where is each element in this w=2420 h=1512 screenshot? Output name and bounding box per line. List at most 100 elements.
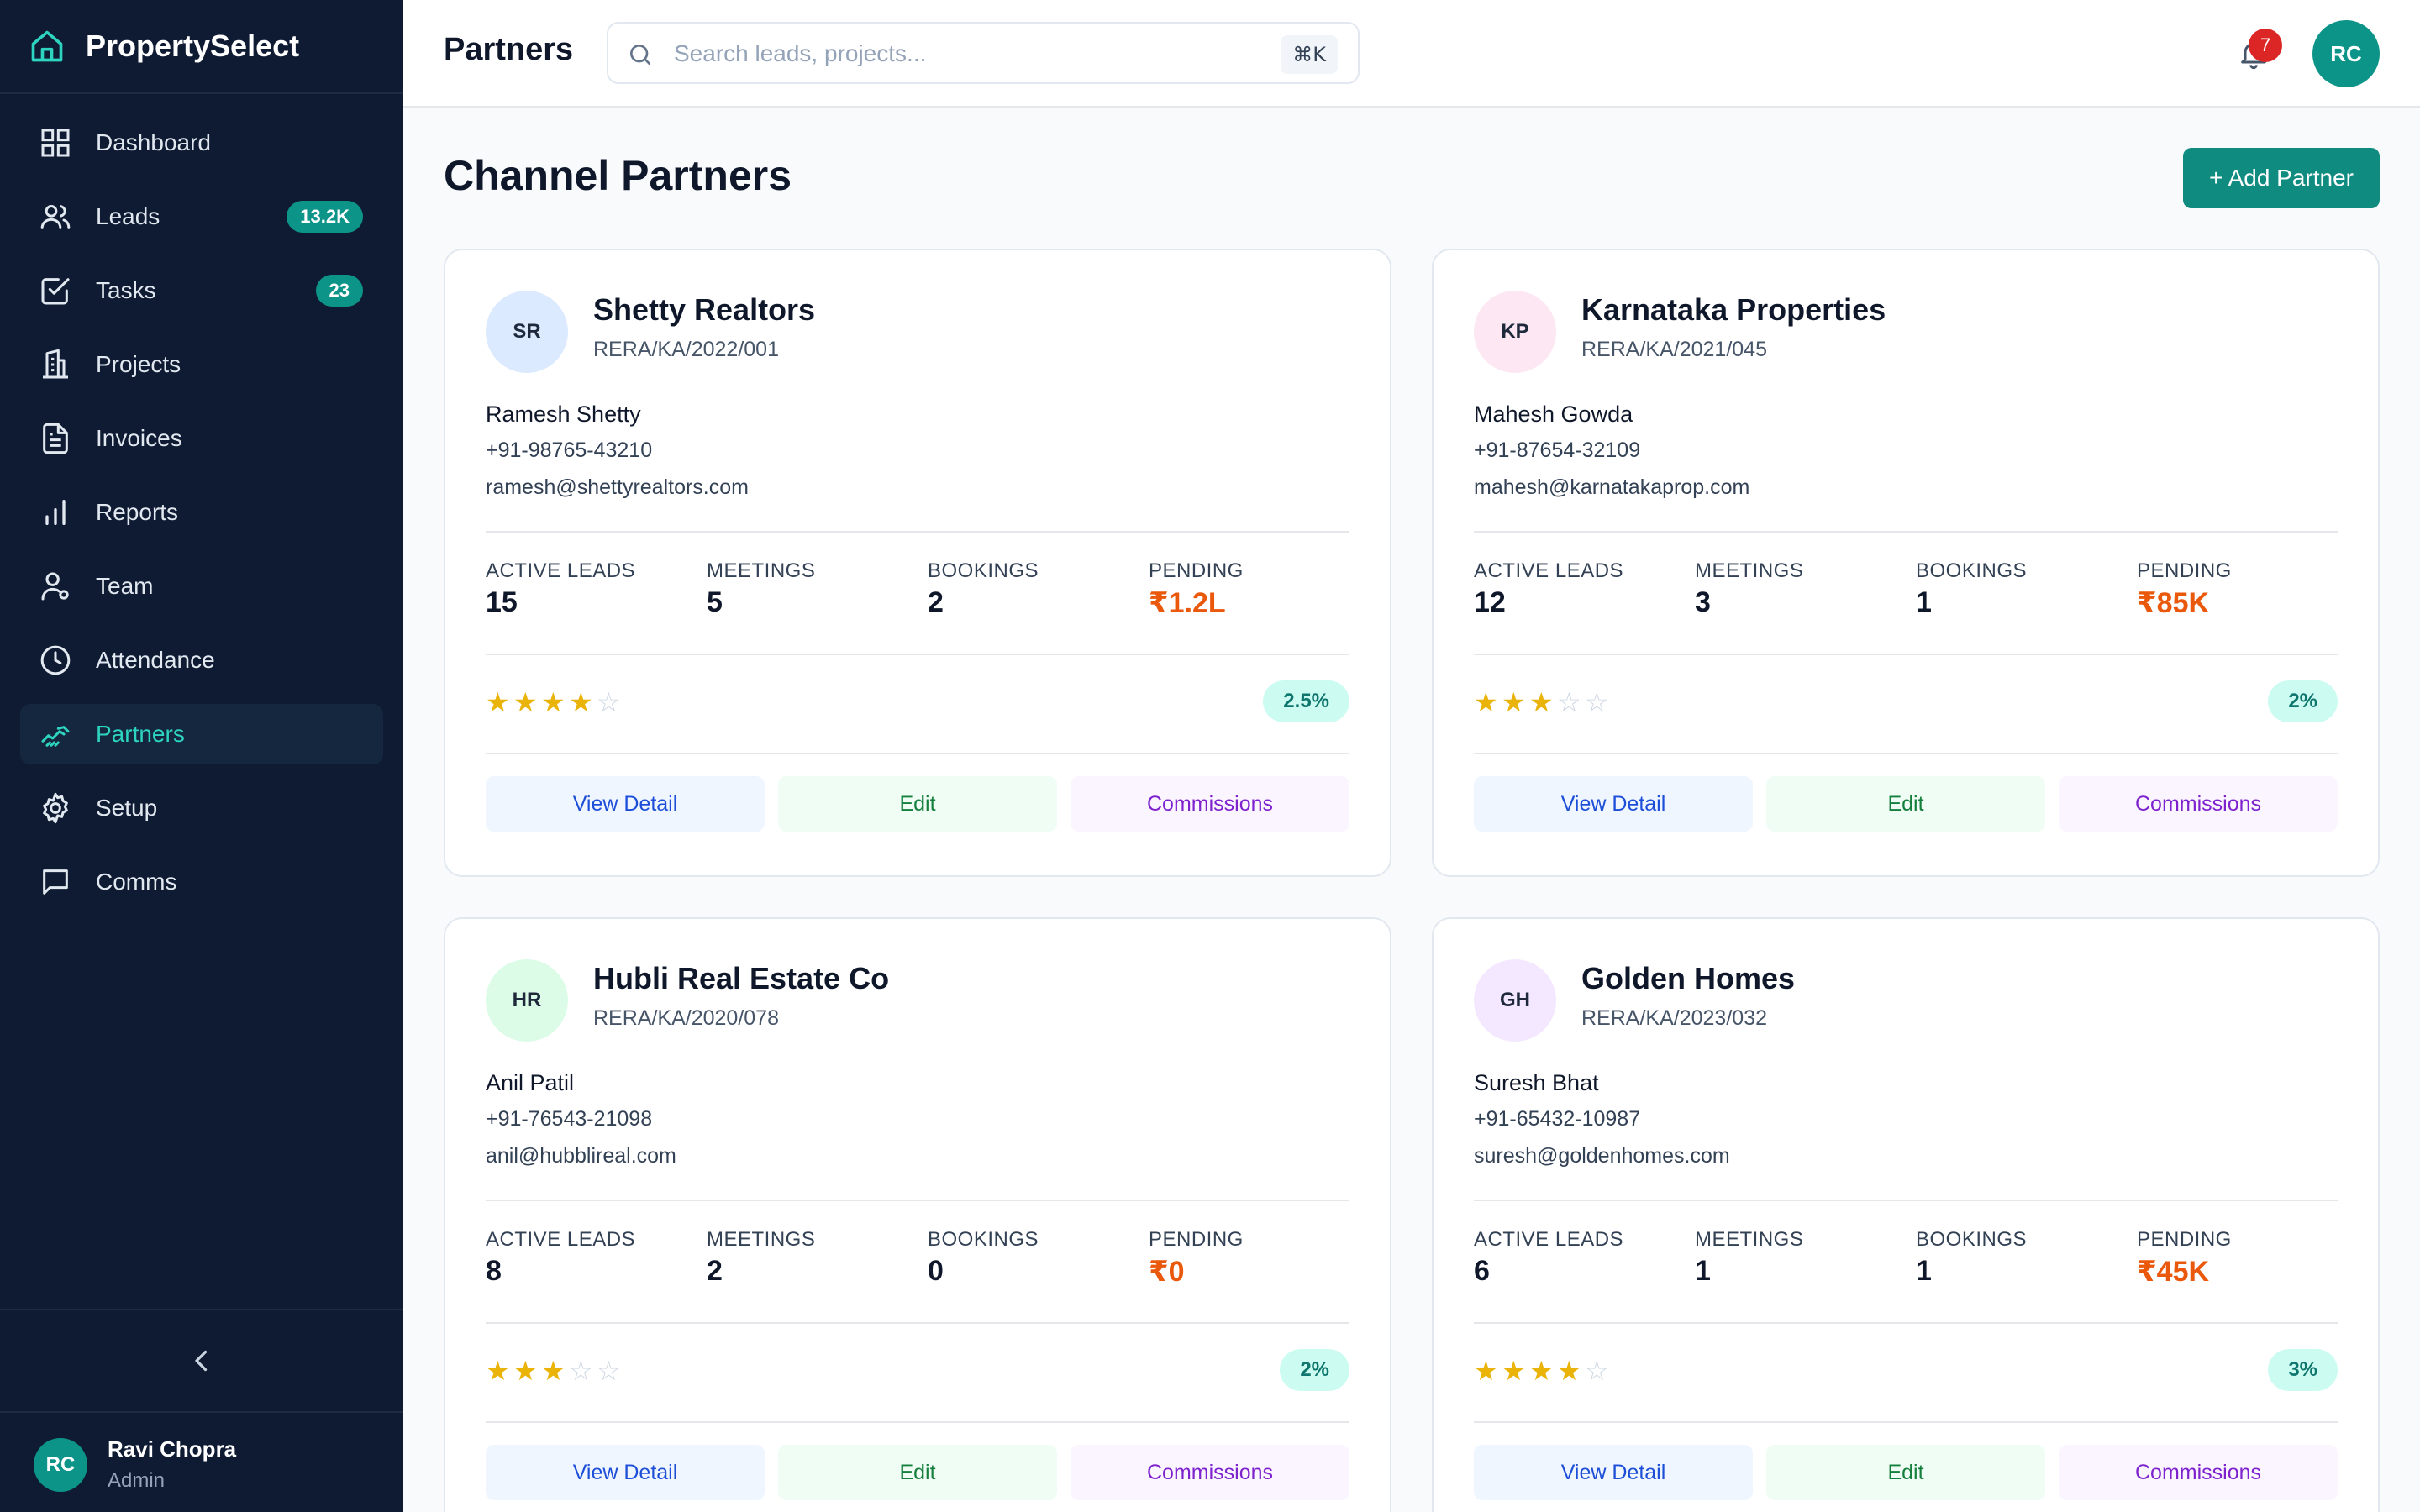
contact-email: mahesh@karnatakaprop.com — [1474, 475, 1750, 499]
star-filled-icon: ★ — [1474, 686, 1498, 718]
sidebar-item-label: Team — [96, 573, 154, 599]
partner-rera: RERA/KA/2022/001 — [593, 338, 779, 361]
stat-value: 2 — [928, 586, 944, 618]
home-logo-icon — [31, 30, 63, 62]
edit-button[interactable]: Edit — [778, 776, 1057, 832]
edit-button[interactable]: Edit — [1766, 1445, 2045, 1500]
partner-card: HR Hubli Real Estate Co RERA/KA/2020/078… — [444, 917, 1392, 1512]
commissions-button[interactable]: Commissions — [1071, 776, 1349, 832]
star-filled-icon: ★ — [541, 686, 566, 718]
stat-label: PENDING — [2137, 1228, 2232, 1251]
sidebar-item-invoices[interactable]: Invoices — [20, 408, 383, 469]
search-box[interactable]: ⌘K — [607, 22, 1360, 84]
sidebar-nav: Dashboard Leads 13.2K Tasks 23 Projects … — [0, 94, 403, 912]
partner-rera: RERA/KA/2023/032 — [1581, 1006, 1767, 1030]
star-filled-icon: ★ — [513, 686, 538, 718]
sidebar-item-leads[interactable]: Leads 13.2K — [20, 186, 383, 247]
sidebar-item-team[interactable]: Team — [20, 556, 383, 617]
rating-stars: ★ ★ ★ ★ ☆ — [1474, 1357, 1612, 1384]
view-detail-button[interactable]: View Detail — [486, 776, 765, 832]
commission-rate-badge: 2% — [2268, 680, 2338, 722]
stat-pending: PENDING ₹0 — [1149, 1228, 1244, 1289]
view-detail-button[interactable]: View Detail — [1474, 776, 1753, 832]
document-icon — [43, 423, 68, 454]
grid-icon — [41, 129, 70, 157]
sidebar-item-reports[interactable]: Reports — [20, 482, 383, 543]
stat-label: PENDING — [2137, 559, 2232, 582]
stat-value: ₹1.2L — [1149, 587, 1226, 619]
divider — [1474, 753, 2338, 754]
search-input[interactable] — [674, 35, 1228, 72]
stat-value: 1 — [1916, 586, 1932, 618]
leads-count-badge: 13.2K — [287, 201, 363, 233]
contact-email: anil@hubblireal.com — [486, 1144, 676, 1168]
sidebar-item-label: Attendance — [96, 647, 215, 673]
stat-label: MEETINGS — [1695, 1228, 1804, 1251]
view-detail-button[interactable]: View Detail — [1474, 1445, 1753, 1500]
star-empty-icon: ☆ — [597, 1355, 621, 1387]
sidebar-item-attendance[interactable]: Attendance — [20, 630, 383, 690]
divider — [486, 753, 1349, 754]
building-icon — [43, 349, 68, 379]
user-avatar-button[interactable]: RC — [2312, 20, 2380, 87]
divider — [486, 654, 1349, 655]
commissions-button[interactable]: Commissions — [2059, 776, 2338, 832]
user-info: Ravi Chopra Admin — [108, 1436, 236, 1493]
stat-value: 1 — [1916, 1255, 1932, 1287]
sidebar-item-label: Projects — [96, 351, 182, 377]
divider — [486, 1322, 1349, 1324]
sidebar-item-label: Tasks — [96, 277, 156, 303]
view-detail-button[interactable]: View Detail — [486, 1445, 765, 1500]
divider — [1474, 1421, 2338, 1423]
sidebar-item-comms[interactable]: Comms — [20, 852, 383, 912]
partner-name: Karnataka Properties — [1581, 292, 1886, 327]
commission-rate-badge: 2.5% — [1263, 680, 1349, 722]
stat-label: PENDING — [1149, 1228, 1244, 1251]
stat-value: ₹45K — [2137, 1256, 2210, 1288]
contact-email: ramesh@shettyrealtors.com — [486, 475, 749, 499]
avatar: RC — [34, 1437, 87, 1492]
sidebar-item-partners[interactable]: Partners — [20, 704, 383, 764]
stat-value: ₹85K — [2137, 587, 2210, 619]
sidebar-collapse-button[interactable] — [0, 1309, 403, 1413]
rating-stars: ★ ★ ★ ☆ ☆ — [486, 1357, 624, 1384]
user-name: Ravi Chopra — [108, 1436, 237, 1462]
stat-label: PENDING — [1149, 559, 1244, 582]
stat-label: MEETINGS — [707, 1228, 816, 1251]
search-icon — [630, 45, 650, 65]
star-filled-icon: ★ — [1529, 1355, 1554, 1387]
stat-label: ACTIVE LEADS — [486, 559, 636, 582]
sidebar-item-setup[interactable]: Setup — [20, 778, 383, 838]
edit-button[interactable]: Edit — [1766, 776, 2045, 832]
contact-name: Anil Patil — [486, 1070, 575, 1095]
brand[interactable]: PropertySelect — [0, 0, 403, 94]
clock-icon — [40, 645, 71, 675]
chevron-left-icon — [195, 1350, 208, 1372]
partner-name: Shetty Realtors — [593, 292, 816, 327]
stat-value: 1 — [1695, 1255, 1711, 1287]
stat-value: 6 — [1474, 1255, 1490, 1287]
add-partner-button[interactable]: + Add Partner — [2183, 148, 2380, 208]
stat-pending: PENDING ₹1.2L — [1149, 559, 1244, 620]
sidebar-item-label: Partners — [96, 721, 185, 747]
sidebar-item-dashboard[interactable]: Dashboard — [20, 113, 383, 173]
stat-meetings: MEETINGS 1 — [1695, 1228, 1803, 1288]
current-user[interactable]: RC Ravi Chopra Admin — [34, 1436, 236, 1493]
contact-phone: +91-98765-43210 — [486, 438, 653, 462]
notifications-button[interactable]: 7 — [2237, 29, 2282, 74]
partner-name: Golden Homes — [1581, 961, 1796, 995]
sidebar-item-projects[interactable]: Projects — [20, 334, 383, 395]
commissions-button[interactable]: Commissions — [1071, 1445, 1349, 1500]
commissions-button[interactable]: Commissions — [2059, 1445, 2338, 1500]
partner-avatar: SR — [486, 291, 568, 373]
partner-avatar: HR — [486, 959, 568, 1042]
stat-pending: PENDING ₹45K — [2137, 1228, 2232, 1289]
stat-label: BOOKINGS — [1916, 1228, 2028, 1251]
contact-phone: +91-65432-10987 — [1474, 1107, 1641, 1131]
sidebar-item-tasks[interactable]: Tasks 23 — [20, 260, 383, 321]
edit-button[interactable]: Edit — [778, 1445, 1057, 1500]
top-header: Partners ⌘K 7 RC — [403, 0, 2420, 108]
stat-active-leads: ACTIVE LEADS 8 — [486, 1228, 635, 1288]
stat-active-leads: ACTIVE LEADS 15 — [486, 559, 635, 619]
stat-pending: PENDING ₹85K — [2137, 559, 2232, 620]
